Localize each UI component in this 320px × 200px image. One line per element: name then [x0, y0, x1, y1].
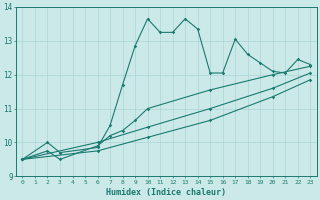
X-axis label: Humidex (Indice chaleur): Humidex (Indice chaleur) — [106, 188, 226, 197]
